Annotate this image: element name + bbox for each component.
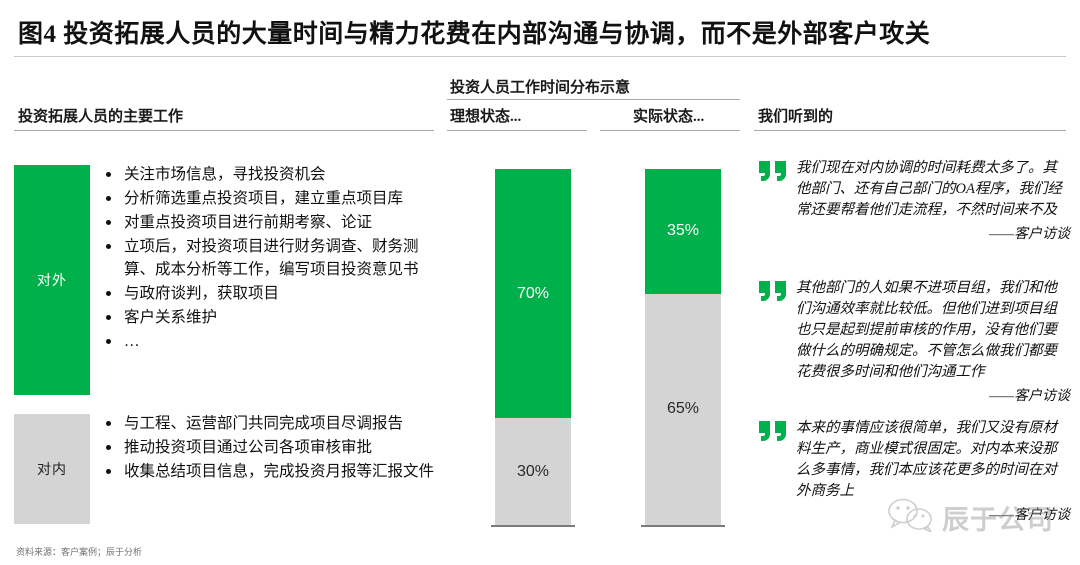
column-header-ideal-state: 理想状态... [450, 109, 522, 125]
divider-quotes-column [754, 130, 1066, 131]
bullet-list-internal: 与工程、运营部门共同完成项目尽调报告 推动投资项目通过公司各项审核审批 收集总结… [104, 412, 434, 484]
list-item: 与政府谈判，获取项目 [104, 282, 434, 305]
bar-segment-internal-ideal: 30% [495, 418, 571, 525]
divider-chart-header [447, 99, 740, 100]
quote-body-text-2: 其他部门的人如果不进项目组，我们和他们沟通效率就比较低。但他们进到项目组也只是起… [796, 280, 1057, 380]
quote-open-icon [758, 280, 790, 302]
baseline-ideal [491, 525, 575, 527]
bar-segment-internal-actual: 65% [645, 293, 721, 525]
quote-card-1: 我们现在对内协调的时间耗费太多了。其他部门、还有自己部门的OA程序，我们经常还要… [758, 158, 1070, 243]
list-item: 关注市场信息，寻找投资机会 [104, 163, 434, 186]
quote-attribution-3: ——客户访谈 [989, 508, 1070, 523]
quote-body-text-1: 我们现在对内协调的时间耗费太多了。其他部门、还有自己部门的OA程序，我们经常还要… [796, 160, 1062, 218]
quote-body-text-3: 本来的事情应该很简单，我们又没有原材料生产，商业模式很固定。对内本来没那么多事情… [796, 420, 1057, 499]
list-item: 收集总结项目信息，完成投资月报等汇报文件 [104, 460, 434, 483]
column-header-what-we-heard: 我们听到的 [758, 109, 834, 125]
quote-text-2: 其他部门的人如果不进项目组，我们和他们沟通效率就比较低。但他们进到项目组也只是起… [758, 278, 1070, 383]
list-item: 客户关系维护 [104, 306, 434, 329]
list-item: 立项后，对投资项目进行财务调查、财务测算、成本分析等工作，编写项目投资意见书 [104, 235, 434, 281]
category-block-internal: 对内 [14, 414, 90, 524]
bar-actual-state: 35% 65% [645, 169, 721, 525]
list-item: … [104, 330, 434, 353]
page-title: 图4 投资拓展人员的大量时间与精力花费在内部沟通与协调，而不是外部客户攻关 [18, 21, 931, 48]
title-divider [14, 56, 1066, 57]
list-item: 与工程、运营部门共同完成项目尽调报告 [104, 412, 434, 435]
list-item: 推动投资项目通过公司各项审核审批 [104, 436, 434, 459]
quote-card-2: 其他部门的人如果不进项目组，我们和他们沟通效率就比较低。但他们进到项目组也只是起… [758, 278, 1070, 405]
column-header-actual-state: 实际状态... [633, 109, 705, 125]
category-label-external: 对外 [37, 274, 67, 289]
quote-open-icon [758, 160, 790, 182]
bar-segment-external-actual: 35% [645, 169, 721, 294]
quote-attribution-2: ——客户访谈 [989, 389, 1070, 404]
category-label-internal: 对内 [37, 463, 67, 478]
divider-left-column [14, 130, 434, 131]
quote-attribution-1: ——客户访谈 [989, 227, 1070, 242]
divider-actual-column [600, 130, 740, 131]
bullet-list-external: 关注市场信息，寻找投资机会 分析筛选重点投资项目，建立重点项目库 对重点投资项目… [104, 163, 434, 354]
list-item: 对重点投资项目进行前期考察、论证 [104, 211, 434, 234]
column-header-main-work: 投资拓展人员的主要工作 [18, 109, 184, 125]
category-block-external: 对外 [14, 165, 90, 395]
source-footnote: 资料来源：客户案例；辰于分析 [16, 547, 143, 557]
baseline-actual [641, 525, 725, 527]
divider-ideal-column [447, 130, 587, 131]
quote-open-icon [758, 420, 790, 442]
bar-ideal-state: 70% 30% [495, 169, 571, 525]
column-header-time-distribution: 投资人员工作时间分布示意 [450, 80, 631, 96]
quote-text-3: 本来的事情应该很简单，我们又没有原材料生产，商业模式很固定。对内本来没那么多事情… [758, 418, 1070, 502]
quote-text-1: 我们现在对内协调的时间耗费太多了。其他部门、还有自己部门的OA程序，我们经常还要… [758, 158, 1070, 221]
list-item: 分析筛选重点投资项目，建立重点项目库 [104, 187, 434, 210]
quote-card-3: 本来的事情应该很简单，我们又没有原材料生产，商业模式很固定。对内本来没那么多事情… [758, 418, 1070, 524]
bar-segment-external-ideal: 70% [495, 169, 571, 419]
